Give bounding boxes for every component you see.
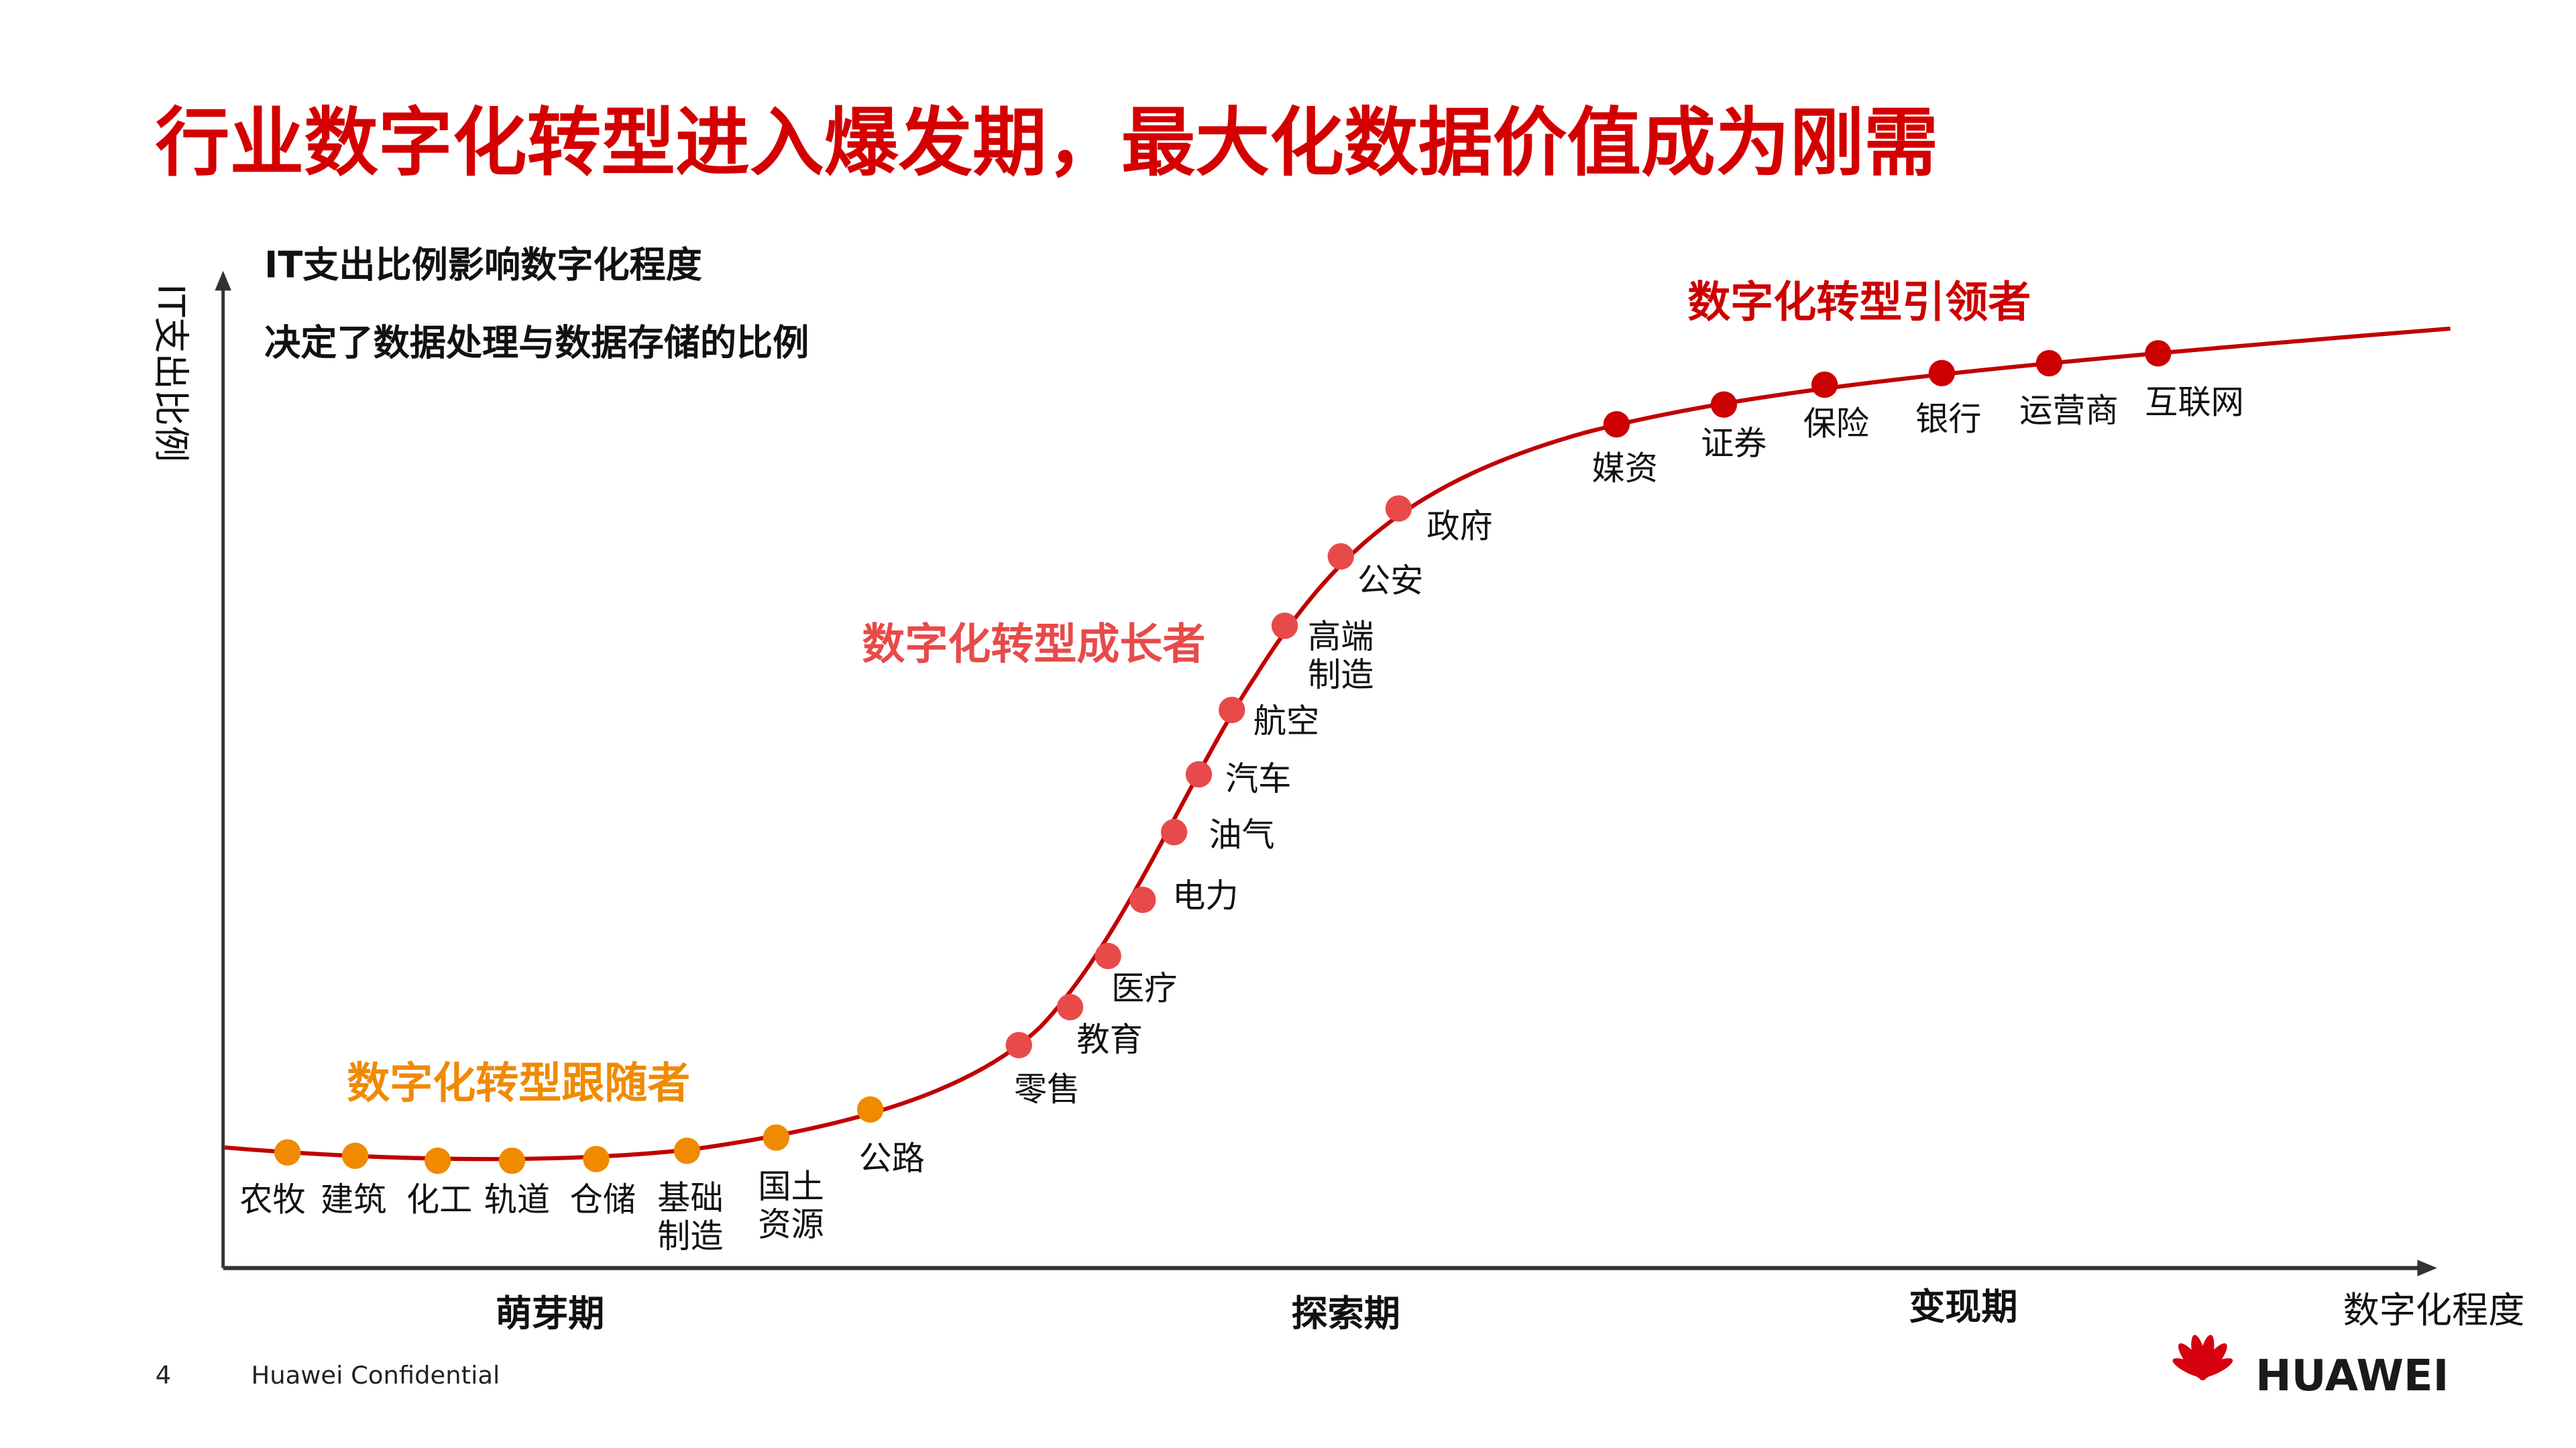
- group-label-leaders: 数字化转型引领者: [1687, 278, 2031, 328]
- industry-label: 零售: [1014, 1070, 1080, 1109]
- y-axis-arrow: [215, 270, 231, 291]
- phase-label: 探索期: [1291, 1292, 1400, 1335]
- industry-point: [1129, 886, 1156, 913]
- industry-label: 公路: [858, 1139, 924, 1178]
- industry-point: [1710, 391, 1738, 418]
- confidential-label: Huawei Confidential: [251, 1361, 500, 1390]
- industry-label: 农牧: [239, 1180, 305, 1219]
- industry-label: 制造: [1308, 655, 1374, 694]
- industry-point: [1928, 359, 1956, 387]
- industry-label: 公安: [1357, 561, 1423, 600]
- subtitle-line-1: IT支出比例影响数字化程度: [264, 244, 702, 286]
- page-number: 4: [156, 1361, 171, 1390]
- huawei-petals-icon: [2172, 1335, 2233, 1380]
- industry-point: [1005, 1032, 1032, 1059]
- x-axis-arrow: [2417, 1260, 2437, 1276]
- group-label-growers: 数字化转型成长者: [862, 620, 1205, 669]
- phase-label: 萌芽期: [496, 1292, 604, 1335]
- industry-point: [424, 1147, 451, 1174]
- industry-label: 国土: [758, 1167, 824, 1206]
- industry-label: 政府: [1426, 506, 1492, 545]
- huawei-logo-text: HUAWEI: [2255, 1351, 2449, 1401]
- s-curve: [224, 326, 2451, 1162]
- industry-point: [673, 1137, 701, 1164]
- y-axis-label: IT支出比例: [150, 284, 192, 462]
- industry-point: [1271, 612, 1298, 639]
- industry-label: 保险: [1803, 404, 1869, 443]
- industry-point: [1185, 761, 1213, 788]
- industry-label: 制造: [657, 1217, 723, 1256]
- industry-label: 航空: [1253, 702, 1319, 740]
- huawei-logo: HUAWEI: [2172, 1335, 2449, 1401]
- industry-point: [2035, 349, 2063, 377]
- industry-label: 教育: [1076, 1020, 1142, 1059]
- industry-point: [1327, 543, 1354, 570]
- industry-point: [1385, 495, 1412, 522]
- industry-point: [763, 1124, 790, 1151]
- industry-label: 化工: [406, 1180, 472, 1219]
- subtitle-line-2: 决定了数据处理与数据存储的比例: [264, 321, 809, 364]
- industry-label: 医疗: [1111, 969, 1177, 1008]
- industry-label: 仓储: [570, 1180, 636, 1219]
- industry-point: [856, 1096, 884, 1123]
- industry-point: [341, 1142, 369, 1169]
- industry-label: 汽车: [1225, 759, 1291, 798]
- industry-point: [1603, 410, 1630, 438]
- industry-point: [1056, 994, 1084, 1021]
- industry-point: [1160, 819, 1188, 846]
- industry-label: 运营商: [2019, 391, 2119, 430]
- industry-point: [583, 1146, 610, 1172]
- industry-point: [1095, 942, 1121, 970]
- industry-label: 媒资: [1591, 449, 1657, 488]
- group-label-followers: 数字化转型跟随者: [347, 1059, 690, 1109]
- phase-label: 变现期: [1909, 1286, 2017, 1328]
- industry-point: [1811, 371, 1838, 398]
- industry-label: 油气: [1209, 816, 1274, 854]
- industry-point: [274, 1139, 301, 1166]
- industry-point: [1219, 696, 1245, 724]
- industry-label: 轨道: [484, 1180, 550, 1219]
- industry-label: 建筑: [321, 1180, 386, 1219]
- industry-label: 资源: [758, 1205, 824, 1244]
- industry-label: 银行: [1915, 399, 1981, 438]
- industry-point: [498, 1147, 526, 1174]
- slide-title: 行业数字化转型进入爆发期，最大化数据价值成为刚需: [156, 100, 1938, 186]
- industry-label: 基础: [657, 1178, 723, 1217]
- industry-label: 互联网: [2145, 383, 2244, 422]
- industry-label: 高端: [1308, 617, 1374, 656]
- industry-label: 证券: [1701, 424, 1767, 463]
- x-axis-label: 数字化程度: [2343, 1289, 2525, 1331]
- industry-point: [2145, 340, 2172, 367]
- industry-label: 电力: [1172, 877, 1238, 915]
